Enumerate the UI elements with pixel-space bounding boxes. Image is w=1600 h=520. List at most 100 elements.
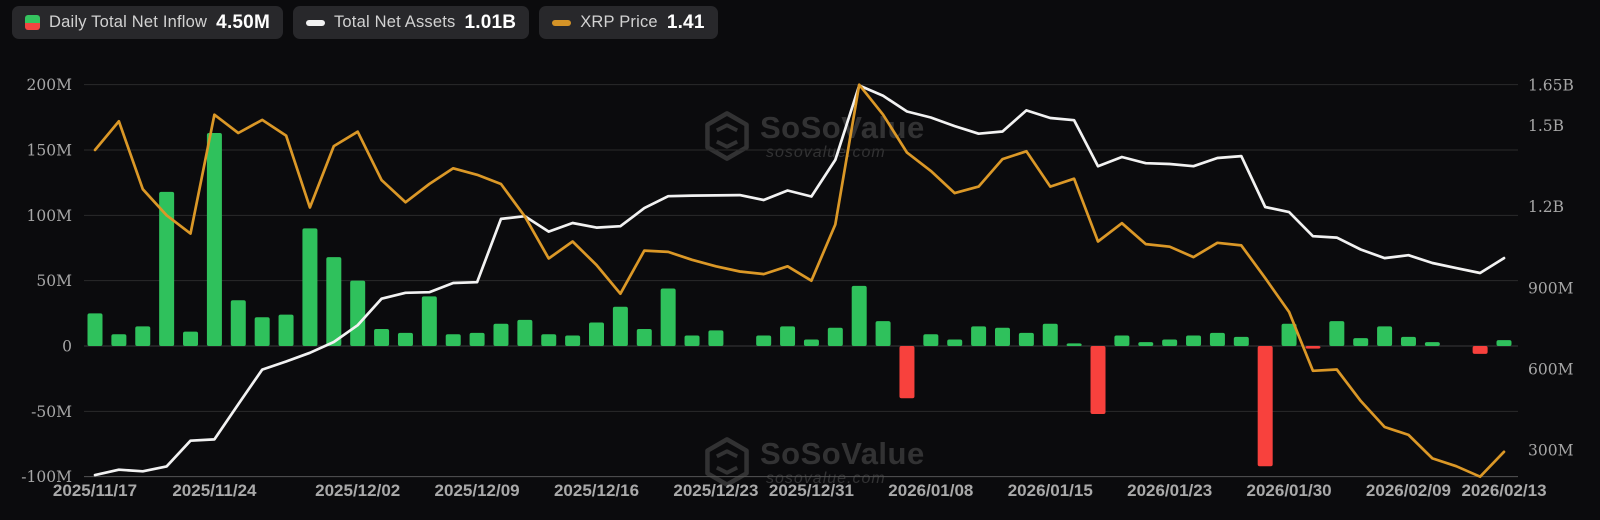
chart-legend: Daily Total Net Inflow 4.50M Total Net A… (12, 6, 718, 39)
legend-item-xrp-price[interactable]: XRP Price 1.41 (539, 6, 718, 39)
right-axis-tick: 600M (1528, 361, 1574, 379)
inflow-bar-positive[interactable] (1377, 326, 1393, 346)
inflow-bar-positive[interactable] (493, 323, 509, 346)
inflow-bar-positive[interactable] (111, 334, 127, 346)
inflow-bar-positive[interactable] (302, 228, 318, 346)
legend-item-daily-net-inflow[interactable]: Daily Total Net Inflow 4.50M (12, 6, 283, 39)
x-axis-tick: 2026/01/08 (888, 481, 973, 500)
inflow-bar-positive[interactable] (1424, 342, 1440, 346)
x-axis-tick: 2026/01/30 (1247, 481, 1332, 500)
inflow-bar-positive[interactable] (971, 326, 987, 346)
grid-lines (84, 84, 1518, 478)
x-axis-tick: 2025/12/09 (435, 481, 520, 500)
inflow-bar-positive[interactable] (1233, 336, 1249, 346)
inflow-bar-negative[interactable] (1472, 346, 1488, 354)
inflow-bar-positive[interactable] (803, 339, 819, 346)
x-axis-labels: 2025/11/17 2025/11/24 2025/12/02 2025/12/09… (53, 481, 1547, 500)
inflow-bar-positive[interactable] (326, 257, 342, 346)
inflow-bar-positive[interactable] (278, 314, 294, 346)
x-axis-tick: 2025/12/16 (554, 481, 639, 500)
inflow-bar-negative[interactable] (1257, 346, 1273, 467)
legend-value: 1.41 (666, 11, 705, 33)
legend-value: 4.50M (216, 11, 270, 33)
inflow-bar-positive[interactable] (541, 334, 557, 346)
inflow-bar-positive[interactable] (1042, 323, 1058, 346)
inflow-bar-positive[interactable] (350, 280, 366, 346)
inflow-bar-positive[interactable] (875, 321, 891, 346)
xrp-price-line[interactable] (93, 83, 1506, 479)
inflow-bar-positive[interactable] (1329, 321, 1345, 346)
inflow-bar-positive[interactable] (684, 335, 700, 346)
inflow-bar-positive[interactable] (589, 322, 605, 346)
total-net-assets-line[interactable] (93, 84, 1506, 477)
inflow-bar-positive[interactable] (565, 335, 581, 346)
right-axis-tick: 300M (1528, 442, 1574, 460)
inflow-bars[interactable] (87, 133, 1512, 467)
inflow-bar-positive[interactable] (206, 133, 222, 346)
inflow-bar-positive[interactable] (756, 335, 772, 346)
inflow-bar-positive[interactable] (421, 296, 437, 346)
inflow-bar-positive[interactable] (230, 300, 246, 346)
inflow-bar-positive[interactable] (254, 317, 270, 346)
inflow-bar-positive[interactable] (780, 326, 796, 346)
inflow-bar-positive[interactable] (159, 191, 175, 346)
left-axis-tick: -50M (31, 403, 72, 421)
right-axis-labels: 1.65B 1.5B 1.2B 900M 600M 300M (1528, 77, 1574, 460)
inflow-bar-positive[interactable] (374, 329, 390, 346)
inflow-bar-positive[interactable] (517, 319, 533, 346)
inflow-bar-positive[interactable] (445, 334, 461, 346)
left-axis-tick: 200M (27, 76, 73, 94)
inflow-bar-positive[interactable] (397, 332, 413, 346)
right-axis-tick: 1.5B (1528, 117, 1564, 135)
inflow-bar-positive[interactable] (923, 334, 939, 346)
inflow-bar-negative[interactable] (899, 346, 915, 399)
inflow-bar-positive[interactable] (612, 306, 628, 346)
legend-label: Total Net Assets (333, 13, 456, 31)
inflow-bar-icon (25, 15, 40, 30)
inflow-bar-positive[interactable] (1066, 343, 1082, 346)
inflow-bar-positive[interactable] (1353, 338, 1369, 346)
inflow-bar-positive[interactable] (1018, 332, 1034, 346)
x-axis-tick: 2026/01/23 (1127, 481, 1212, 500)
inflow-bar-positive[interactable] (947, 339, 963, 346)
inflow-bar-positive[interactable] (660, 288, 676, 346)
inflow-bar-negative[interactable] (1305, 346, 1321, 349)
inflow-bar-positive[interactable] (1496, 340, 1512, 346)
x-axis-tick: 2025/12/02 (315, 481, 400, 500)
inflow-bar-positive[interactable] (827, 327, 843, 346)
inflow-bar-positive[interactable] (87, 313, 103, 346)
legend-label: XRP Price (580, 13, 658, 31)
assets-line-icon (305, 19, 325, 26)
x-axis-tick: 2025/11/24 (172, 481, 257, 500)
inflow-bar-positive[interactable] (851, 285, 867, 346)
inflow-bar-positive[interactable] (1138, 342, 1154, 346)
x-axis-tick: 2025/11/17 (53, 481, 137, 500)
left-axis-tick: 0 (62, 338, 72, 356)
inflow-bar-positive[interactable] (1162, 339, 1178, 346)
legend-value: 1.01B (464, 11, 517, 33)
inflow-bar-positive[interactable] (135, 326, 151, 346)
inflow-bar-positive[interactable] (636, 329, 652, 346)
left-axis-labels: 200M 150M 100M 50M 0 -50M -100M (21, 76, 72, 486)
inflow-bar-positive[interactable] (708, 330, 724, 346)
x-axis-tick: 2025/12/31 (769, 481, 854, 500)
inflow-bar-positive[interactable] (1400, 336, 1416, 346)
inflow-bar-positive[interactable] (994, 327, 1010, 346)
right-axis-tick: 1.65B (1528, 77, 1574, 95)
right-axis-tick: 1.2B (1528, 198, 1564, 216)
inflow-bar-positive[interactable] (1114, 335, 1130, 346)
inflow-bar-positive[interactable] (1281, 323, 1297, 346)
x-axis-tick: 2026/02/13 (1461, 481, 1546, 500)
inflow-bar-positive[interactable] (1186, 335, 1202, 346)
x-axis-tick: 2026/01/15 (1008, 481, 1093, 500)
inflow-bar-positive[interactable] (469, 332, 485, 346)
x-axis-tick: 2026/02/09 (1366, 481, 1451, 500)
inflow-bar-positive[interactable] (1209, 332, 1225, 346)
legend-item-total-net-assets[interactable]: Total Net Assets 1.01B (292, 6, 530, 39)
inflow-bar-negative[interactable] (1090, 346, 1106, 414)
inflow-bar-positive[interactable] (183, 331, 199, 346)
x-axis-tick: 2025/12/23 (673, 481, 758, 500)
xrp-line-icon (552, 19, 572, 26)
